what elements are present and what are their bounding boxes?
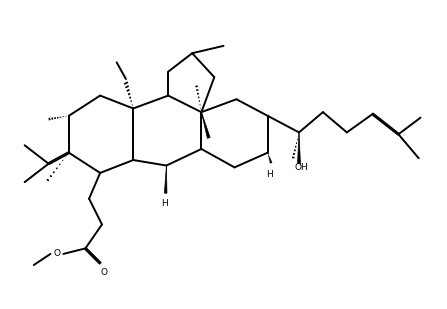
Polygon shape <box>202 112 210 138</box>
Text: OH: OH <box>295 163 308 172</box>
Text: O: O <box>53 249 60 258</box>
Text: H: H <box>266 170 273 179</box>
Polygon shape <box>164 166 167 193</box>
Polygon shape <box>298 132 300 164</box>
Text: O: O <box>100 268 107 277</box>
Text: H: H <box>161 199 168 209</box>
